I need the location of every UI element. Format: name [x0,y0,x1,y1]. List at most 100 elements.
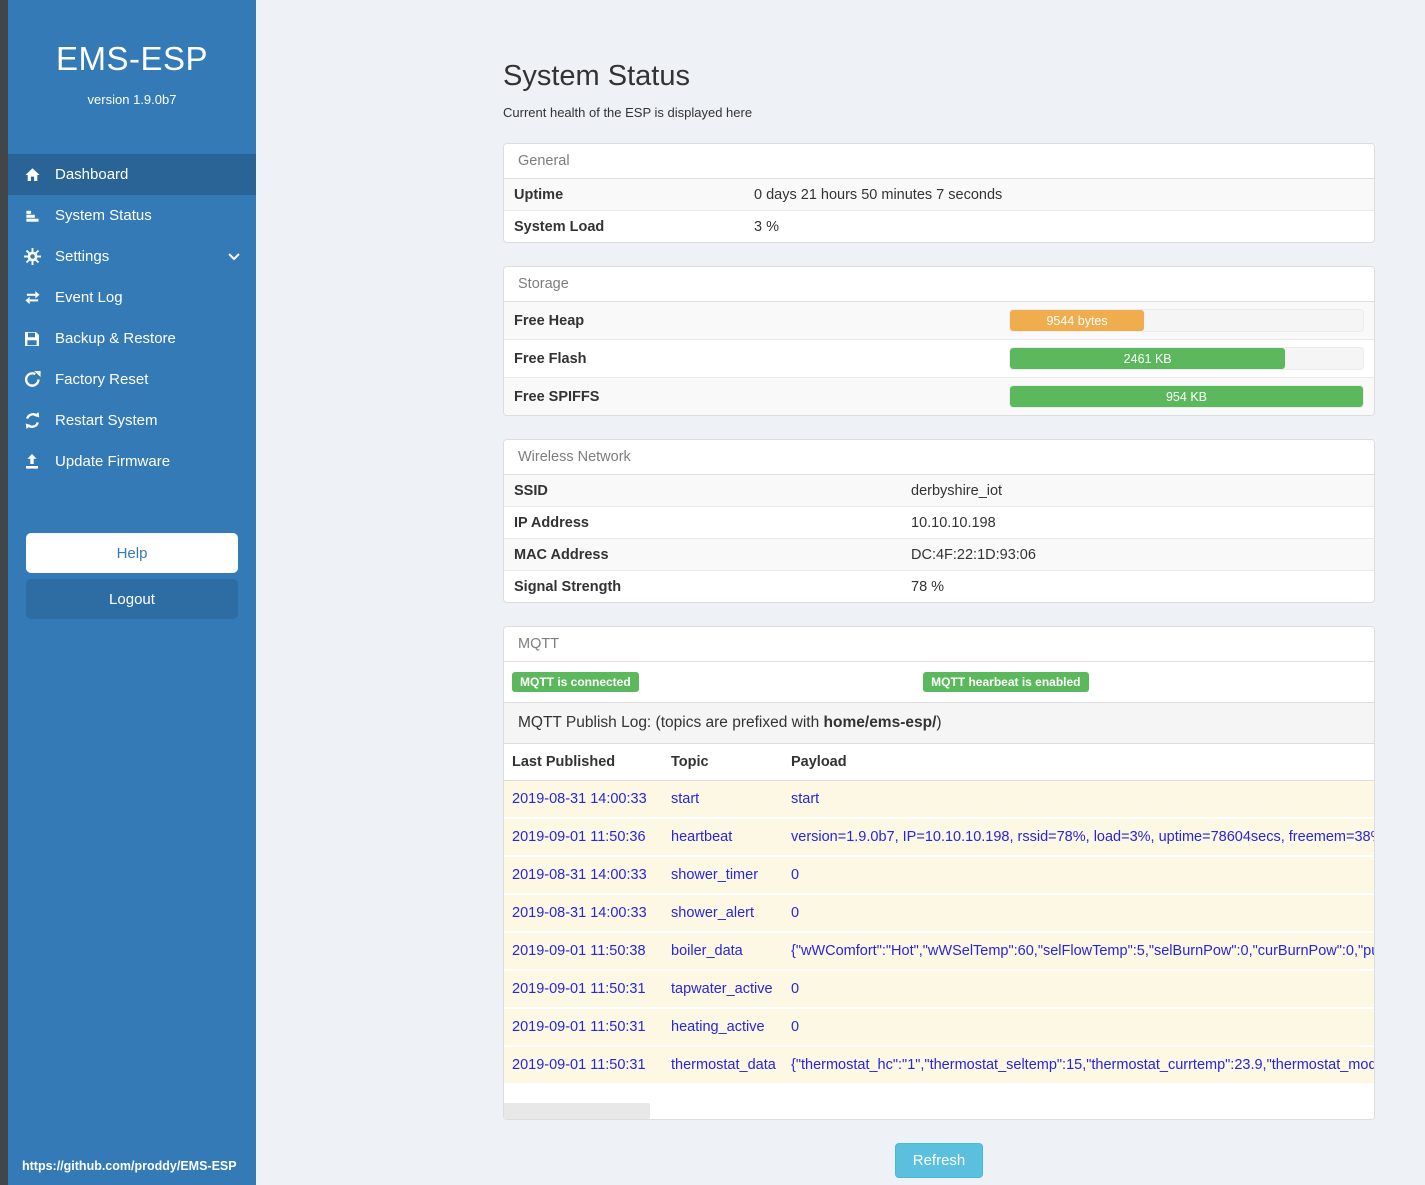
mqtt-log-row: 2019-09-01 11:50:31 heating_active 0 [504,1009,1374,1047]
progress-bar-label: 9544 bytes [1046,313,1108,328]
column-header-last-published: Last Published [512,754,616,770]
cell-topic: start [671,791,700,807]
panel-general: General Uptime 0 days 21 hours 50 minutes… [503,143,1375,243]
row-label: MAC Address [514,546,609,563]
progress-bar-track: 954 KB [1009,385,1364,408]
progress-bar-fill: 9544 bytes [1010,310,1145,331]
upload-icon [22,453,42,471]
progress-bar-label: 2461 KB [1123,351,1172,366]
sidebar-item-factory-reset[interactable]: Factory Reset [8,359,256,400]
page-subtitle: Current health of the ESP is displayed h… [503,105,753,120]
cell-last-published: 2019-08-31 14:00:33 [512,791,647,807]
home-icon [22,166,42,184]
exchange-arrows-icon [22,289,42,307]
horizontal-scrollbar[interactable] [504,1103,1374,1119]
table-row: IP Address 10.10.10.198 [504,506,1374,538]
table-row: MAC Address DC:4F:22:1D:93:06 [504,538,1374,570]
mqtt-connected-badge: MQTT is connected [512,672,639,692]
mqtt-log-row: 2019-09-01 11:50:31 thermostat_data {"ther… [504,1047,1374,1085]
github-link[interactable]: https://github.com/proddy/EMS-ESP [22,1159,237,1173]
sidebar-item-event-log[interactable]: Event Log [8,277,256,318]
cell-payload: {"wWComfort":"Hot","wWSelTemp":60,"selFl… [791,943,1374,959]
cell-payload: {"thermostat_hc":"1","thermostat_seltemp… [791,1057,1374,1073]
sidebar-item-label: Event Log [55,289,123,306]
table-row: Free SPIFFS 954 KB [504,377,1374,415]
refresh-button[interactable]: Refresh [894,1143,984,1178]
row-label: IP Address [514,514,589,531]
sidebar-item-system-status[interactable]: System Status [8,195,256,236]
page-title: System Status [503,60,690,92]
rotate-arrow-icon [22,371,42,389]
table-row: SSID derbyshire_iot [504,475,1374,506]
help-button[interactable]: Help [26,533,238,573]
sidebar-item-label: System Status [55,207,152,224]
app-version: version 1.9.0b7 [87,92,177,107]
row-value: 78 % [911,578,945,595]
app-title: EMS-ESP [55,40,209,77]
cell-topic: heartbeat [671,829,733,845]
mqtt-log-row: 2019-08-31 14:00:33 shower_timer 0 [504,857,1374,895]
mqtt-log-row: 2019-09-01 11:50:38 boiler_data {"wWComfor… [504,933,1374,971]
cell-payload: version=1.9.0b7, IP=10.10.10.198, rssid=… [791,829,1374,845]
panel-mqtt: MQTT MQTT is connected MQTT hearbeat is … [503,626,1375,1120]
column-header-payload: Payload [791,754,847,770]
table-bottom-spacer [504,1085,1374,1103]
row-label: SSID [514,482,548,499]
sidebar-item-settings[interactable]: Settings [8,236,256,277]
cell-payload: 0 [791,981,800,997]
cell-topic: thermostat_data [671,1057,776,1073]
sidebar: EMS-ESP version 1.9.0b7 Dashboard System … [0,0,256,1185]
sidebar-item-restart-system[interactable]: Restart System [8,400,256,441]
table-row: Uptime 0 days 21 hours 50 minutes 7 secon… [504,179,1374,210]
cell-payload: 0 [791,867,800,883]
mqtt-log-row: 2019-08-31 14:00:33 shower_alert 0 [504,895,1374,933]
mqtt-log-row: 2019-09-01 11:50:31 tapwater_active 0 [504,971,1374,1009]
cell-last-published: 2019-09-01 11:50:36 [512,829,646,845]
gear-icon [22,248,42,266]
row-label: Free Heap [514,312,585,329]
progress-bar-track: 2461 KB [1009,347,1364,370]
cell-topic: tapwater_active [671,981,773,997]
mqtt-topic-prefix: home/ems-esp/ [823,714,937,731]
logout-button[interactable]: Logout [26,579,238,619]
row-value: 10.10.10.198 [911,514,996,531]
sidebar-item-dashboard[interactable]: Dashboard [8,154,256,195]
panel-wireless: Wireless Network SSID derbyshire_iot IP Ad… [503,439,1375,603]
sidebar-item-backup-restore[interactable]: Backup & Restore [8,318,256,359]
sidebar-item-label: Factory Reset [55,371,149,388]
progress-bar-fill: 2461 KB [1010,348,1286,369]
cell-payload: 0 [791,1019,800,1035]
table-row: Free Heap 9544 bytes [504,302,1374,339]
panel-mqtt-title: MQTT [504,627,1374,662]
refresh-arrows-icon [22,412,42,430]
panel-storage: Storage Free Heap 9544 bytes Free Flash 246… [503,266,1375,416]
row-label: Free Flash [514,350,587,367]
table-row: System Load 3 % [504,210,1374,242]
sidebar-item-update-firmware[interactable]: Update Firmware [8,441,256,482]
column-header-topic: Topic [671,754,709,770]
cell-payload: 0 [791,905,800,921]
floppy-disk-icon [22,330,42,348]
sidebar-menu: Dashboard System Status Settings Event Log B… [8,154,256,482]
progress-bar-label: 954 KB [1165,389,1207,404]
cell-last-published: 2019-08-31 14:00:33 [512,867,647,883]
main-content: System Status Current health of the ESP … [256,0,1425,1185]
row-value: 0 days 21 hours 50 minutes 7 seconds [754,186,1003,203]
cell-last-published: 2019-09-01 11:50:31 [512,1019,646,1035]
cell-topic: shower_alert [671,905,755,921]
row-label: System Load [514,218,605,235]
cell-last-published: 2019-08-31 14:00:33 [512,905,647,921]
status-bars-icon [22,207,42,225]
cell-last-published: 2019-09-01 11:50:31 [512,981,646,997]
scrollbar-thumb[interactable] [504,1103,650,1119]
mqtt-publish-log-title: MQTT Publish Log: (topics are prefixed w… [504,702,1374,744]
panel-storage-title: Storage [504,267,1374,302]
row-label: Free SPIFFS [514,388,600,405]
cell-last-published: 2019-09-01 11:50:31 [512,1057,646,1073]
panel-general-title: General [504,144,1374,179]
cell-topic: shower_timer [671,867,759,883]
row-value: derbyshire_iot [911,482,1003,499]
row-label: Signal Strength [514,578,622,595]
sidebar-item-label: Restart System [55,412,158,429]
row-value: DC:4F:22:1D:93:06 [911,546,1036,563]
